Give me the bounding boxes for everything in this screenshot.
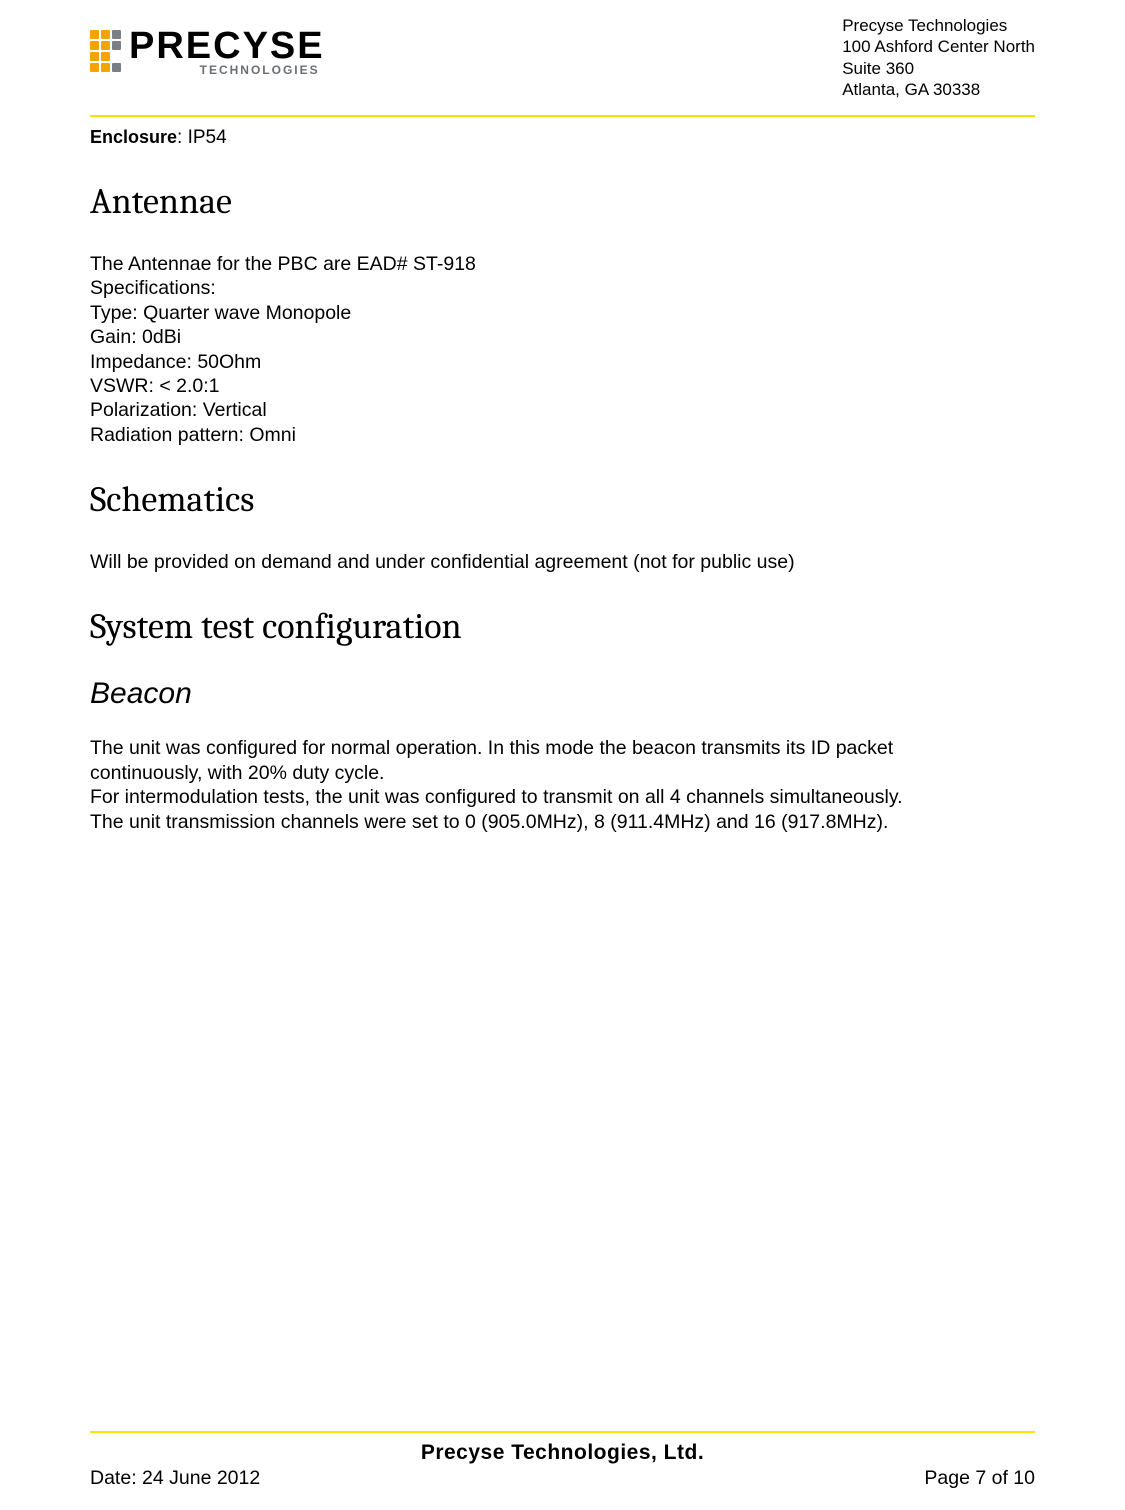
footer-company: Precyse Technologies, Ltd. [90,1441,1035,1465]
address-line: 100 Ashford Center North [842,36,1035,57]
body-line: The unit transmission channels were set … [90,810,960,834]
footer: Precyse Technologies, Ltd. Date: 24 June… [90,1431,1035,1490]
section-heading-antennae: Antennae [90,181,1035,222]
address-line: Suite 360 [842,58,1035,79]
section-heading-schematics: Schematics [90,479,1035,520]
body-line: Impedance: 50Ohm [90,350,1035,374]
footer-date: Date: 24 June 2012 [90,1467,260,1490]
enclosure-value: IP54 [188,127,227,148]
body-line: Type: Quarter wave Monopole [90,301,1035,325]
company-address: Precyse Technologies 100 Ashford Center … [842,10,1035,100]
body-line: Specifications: [90,276,1035,300]
enclosure-label: Enclosure [90,127,177,147]
content: Enclosure: IP54 Antennae The Antennae fo… [90,117,1035,834]
header: PRECYSE TECHNOLOGIES Precyse Technologie… [90,0,1035,110]
enclosure-field: Enclosure: IP54 [90,127,1035,149]
footer-page: Page 7 of 10 [924,1467,1035,1490]
beacon-body: The unit was configured for normal opera… [90,736,960,834]
address-line: Atlanta, GA 30338 [842,79,1035,100]
logo-text: PRECYSE [129,25,325,68]
logo-icon [90,30,121,72]
body-line: Radiation pattern: Omni [90,423,1035,447]
footer-divider [90,1431,1035,1433]
body-line: Polarization: Vertical [90,398,1035,422]
section-heading-system-test: System test configuration [90,606,1035,647]
body-line: VSWR: < 2.0:1 [90,374,1035,398]
body-line: The Antennae for the PBC are EAD# ST-918 [90,252,1035,276]
body-line: The unit was configured for normal opera… [90,736,960,785]
address-line: Precyse Technologies [842,15,1035,36]
logo-subtext: TECHNOLOGIES [129,63,320,77]
logo: PRECYSE TECHNOLOGIES [90,10,325,77]
subsection-heading-beacon: Beacon [90,677,1035,711]
antennae-body: The Antennae for the PBC are EAD# ST-918… [90,252,1035,447]
schematics-body: Will be provided on demand and under con… [90,550,1035,574]
body-line: Gain: 0dBi [90,325,1035,349]
body-line: For intermodulation tests, the unit was … [90,785,960,809]
document-page: PRECYSE TECHNOLOGIES Precyse Technologie… [0,0,1125,1510]
